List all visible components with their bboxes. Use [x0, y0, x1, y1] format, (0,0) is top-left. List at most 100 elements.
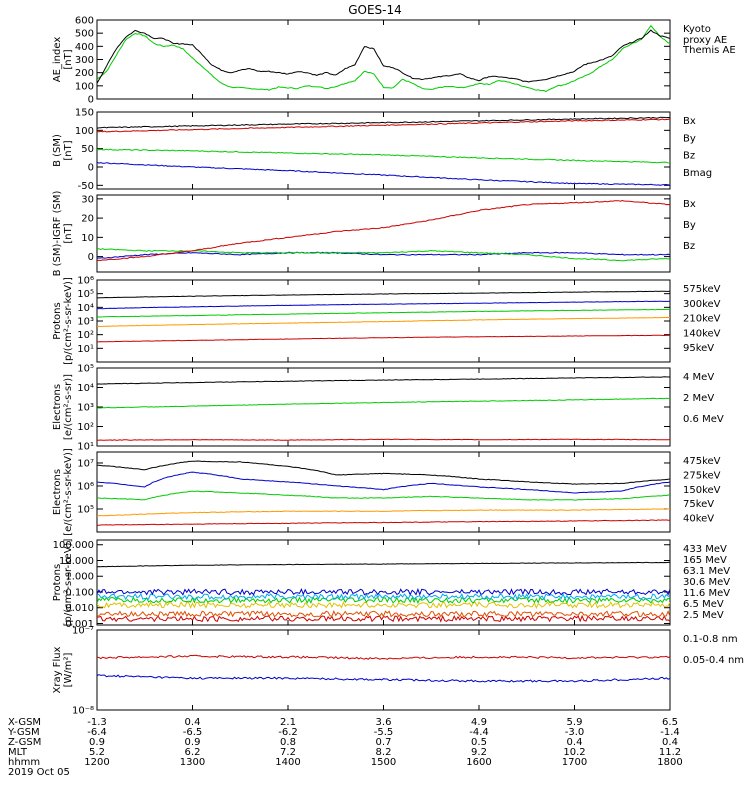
panel-ae: 0 100 200 300 400 500 600 AE_index [nT] Kyotoprox… — [52, 16, 736, 106]
legend-label: By — [683, 133, 696, 144]
ytick-label: 10¹ — [77, 442, 94, 453]
ytick-label: 0.001 — [65, 619, 94, 630]
series-line-6-5-mev — [97, 587, 670, 596]
ytick-label: 10³ — [77, 403, 94, 414]
x-row-tick-label: 2.1 — [280, 717, 296, 728]
series-line-bx — [97, 161, 670, 186]
y-axis-label: [e/(cm²-s-sr-keV)] — [63, 448, 74, 536]
panel-electrons_low: 10⁵ 10⁶ 10⁷ Electrons [e/(cm²-s-sr-keV)] 475k… — [52, 448, 721, 536]
y-axis-label: Protons — [52, 302, 63, 339]
y-axis-label: Protons — [52, 564, 63, 601]
ytick-label: 10⁴ — [77, 303, 94, 314]
legend-label: 575keV — [683, 284, 721, 295]
x-row-tick-label: 6.2 — [185, 747, 201, 758]
x-row-tick-label: -5.5 — [374, 727, 394, 738]
series-line-575kev — [97, 334, 670, 343]
x-row-tick-label: 0.7 — [376, 737, 392, 748]
y-axis-label: [nT] — [63, 140, 74, 160]
x-row-tick-label: 6.5 — [662, 717, 678, 728]
legend-label: 11.6 MeV — [683, 588, 730, 599]
series-line-0-6-mev — [97, 376, 670, 385]
x-row-tick-label: 0.4 — [662, 737, 678, 748]
x-row-tick-label: 5.2 — [89, 747, 105, 758]
x-row-tick-label: 8.2 — [376, 747, 392, 758]
x-row-tick-label: 0.9 — [185, 737, 201, 748]
ytick-label: 50 — [81, 144, 94, 155]
y-axis-label: Electrons — [52, 384, 63, 430]
legend-label: 75keV — [683, 499, 714, 510]
panel-electrons_high: 10¹ 10² 10³ 10⁴ 10⁵ Electrons [e/(cm²-s-sr)] 4 … — [52, 364, 724, 453]
ytick-label: 10² — [77, 422, 94, 433]
x-row-tick-label: 0.9 — [89, 737, 105, 748]
x-row-tick-label: -6.4 — [87, 727, 107, 738]
x-row-tick-label: -3.0 — [565, 727, 585, 738]
ytick-label: 0.100 — [65, 587, 94, 598]
legend-label: 2 MeV — [683, 393, 714, 404]
legend-label: 2.5 MeV — [683, 610, 724, 621]
y-axis-label: [W/m²] — [63, 652, 74, 687]
ytick-label: 10⁶ — [77, 276, 94, 287]
panel-xray: 10⁻⁸ 10⁻⁷ Xray Flux [W/m²] 0.1-0.8 nm 0.05-0.… — [52, 626, 744, 717]
ytick-label: 100 — [75, 126, 94, 137]
legend-label: 165 MeV — [683, 555, 727, 566]
x-row-tick-label: 1800 — [657, 757, 682, 768]
ytick-label: 300 — [75, 55, 94, 66]
x-row-tick-label: 1300 — [180, 757, 205, 768]
x-row-tick-label: -6.2 — [278, 727, 298, 738]
ytick-label: 10⁶ — [77, 481, 94, 492]
ytick-label: 200 — [75, 68, 94, 79]
series-line-bx — [97, 251, 670, 259]
x-row-tick-label: -6.5 — [183, 727, 203, 738]
series-line-11-6-mev — [97, 592, 670, 601]
ytick-label: 100.000 — [53, 540, 94, 551]
panel-protons_mev: 0.001 0.010 0.100 1.000 10.000 100.000 Protons… — [52, 539, 730, 630]
ytick-label: 600 — [75, 16, 94, 27]
x-row-label: hhmm — [8, 757, 40, 768]
legend-label: Bx — [683, 116, 696, 127]
legend-label: 0.1-0.8 nm — [683, 634, 738, 645]
x-row-tick-label: 7.2 — [280, 747, 296, 758]
ytick-label: 400 — [75, 42, 94, 53]
date-label: 2019 Oct 05 — [8, 767, 70, 778]
y-axis-label: Electrons — [52, 469, 63, 515]
x-row-label: Z-GSM — [8, 737, 41, 748]
series-line-63-1-mev — [97, 601, 670, 609]
x-row-tick-label: 9.2 — [471, 747, 487, 758]
x-row-tick-label: 4.9 — [471, 717, 487, 728]
ytick-label: 0 — [88, 252, 94, 263]
ytick-label: 10⁴ — [77, 383, 94, 394]
legend-label: 0.05-0.4 nm — [683, 655, 744, 666]
x-row-tick-label: 11.2 — [659, 747, 681, 758]
series-line-kyoto-proxy-ae — [97, 24, 670, 93]
x-row-tick-label: 0.5 — [471, 737, 487, 748]
legend-label: Bz — [683, 151, 695, 162]
ytick-label: 10² — [77, 330, 94, 341]
ytick-label: 20 — [81, 214, 94, 225]
ytick-label: 30 — [81, 194, 94, 205]
ytick-label: 0 — [88, 95, 94, 106]
x-row-label: X-GSM — [8, 717, 41, 728]
legend-label: Bx — [683, 199, 696, 210]
legend-label: 433 MeV — [683, 544, 727, 555]
x-row-tick-label: 0.4 — [567, 737, 583, 748]
x-row-tick-label: 3.6 — [376, 717, 392, 728]
series-line-bz — [97, 199, 670, 262]
legend-label: 4 MeV — [683, 372, 714, 383]
panel-bigrf: 0 10 20 30 B (SM)-IGRF (SM) [nT] Bx By Bz — [52, 191, 696, 277]
y-axis-label: AE_index — [52, 37, 63, 83]
y-axis-label: B (SM) — [52, 134, 63, 167]
legend-label: Bz — [683, 241, 695, 252]
ytick-label: 10⁵ — [77, 504, 94, 515]
x-row-label: MLT — [8, 747, 28, 758]
x-row-tick-label: -1.3 — [87, 717, 107, 728]
ytick-label: 10⁷ — [77, 458, 94, 469]
x-row-tick-label: 1600 — [466, 757, 491, 768]
series-line-themis-ae — [97, 29, 670, 84]
ytick-label: 0 — [88, 163, 94, 174]
series-line-0-1-0-8-nm — [97, 654, 670, 660]
panel-bsm: -50 0 50 100 150 B (SM) [nT] Bx By Bz Bmag — [52, 108, 712, 192]
ytick-label: -50 — [78, 181, 94, 192]
x-row-tick-label: 0.8 — [280, 737, 296, 748]
panel-protons_high: 10¹ 10² 10³ 10⁴ 10⁵ 10⁶ Protons [p/(cm²-s-sr-ke… — [52, 276, 721, 365]
y-axis-label: [nT] — [63, 223, 74, 243]
